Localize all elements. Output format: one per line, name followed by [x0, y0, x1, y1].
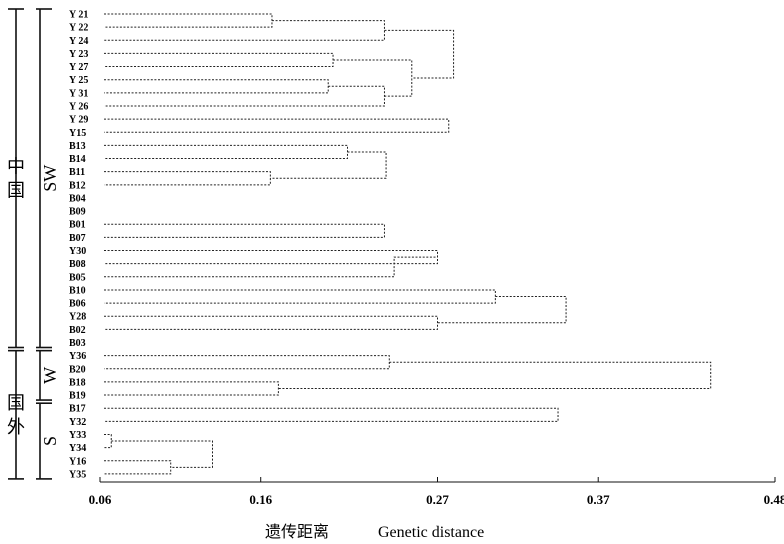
branch: [104, 171, 271, 186]
clade-label: SW: [40, 165, 60, 192]
leaf-label: B17: [69, 404, 86, 415]
leaf-label: B20: [69, 364, 86, 375]
branch: [104, 460, 172, 475]
branch: [104, 20, 385, 41]
leaf-label: Y 22: [69, 23, 88, 34]
region-label-char: 外: [7, 417, 25, 438]
leaf-label: B11: [69, 167, 85, 178]
branch: [104, 52, 334, 68]
x-tick-label: 0.48: [764, 492, 784, 507]
x-axis-label-english: Genetic distance: [378, 524, 484, 541]
x-axis: 0.06 0.16 0.27 0.37 0.48: [89, 477, 784, 507]
branch: [104, 289, 496, 304]
leaf-label: Y32: [69, 417, 86, 428]
leaf-label: B14: [69, 154, 86, 165]
branch: [104, 381, 279, 396]
branch: [104, 13, 273, 28]
branch: [111, 440, 213, 468]
branch: [104, 144, 348, 160]
leaf-label: B05: [69, 272, 86, 283]
x-tick-label: 0.06: [89, 492, 112, 507]
leaf-label: B04: [69, 193, 86, 204]
leaf-label: Y 23: [69, 49, 88, 60]
leaf-label: Y30: [69, 246, 86, 257]
leaf-label: B07: [69, 233, 86, 244]
branch: [333, 59, 413, 97]
branch: [437, 296, 567, 324]
leaf-label: B19: [69, 391, 86, 402]
branch: [270, 151, 387, 179]
region-label-char: 中: [7, 156, 25, 177]
leaf-label: Y 29: [69, 115, 88, 126]
x-tick-label: 0.27: [426, 492, 449, 507]
leaf-label: B03: [69, 338, 86, 349]
leaf-label: B08: [69, 259, 86, 270]
branch: [104, 315, 438, 330]
leaf-label: Y16: [69, 456, 86, 467]
branch: [104, 85, 385, 107]
leaf-label: B13: [69, 141, 86, 152]
leaf-label: Y34: [69, 443, 86, 454]
branch: [384, 29, 455, 79]
leaf-label: Y 25: [69, 75, 88, 86]
leaf-label: B10: [69, 285, 86, 296]
leaf-label: B18: [69, 377, 86, 388]
branch: [104, 355, 390, 370]
leaf-label: Y 21: [69, 10, 88, 21]
x-axis-label-chinese: 遗传距离: [265, 522, 329, 541]
branch: [104, 223, 385, 238]
leaf-label: B01: [69, 220, 86, 231]
branch: [104, 256, 438, 278]
x-tick-label: 0.16: [249, 492, 272, 507]
leaf-label: Y 31: [69, 88, 88, 99]
clade-label: W: [40, 367, 60, 384]
branch: [278, 361, 712, 389]
leaf-label: B02: [69, 325, 86, 336]
leaf-labels: Y 21 Y 22 Y 24 Y 23 Y 27 Y 25 Y 31 Y 26 Y 29 Y15 B…: [69, 10, 88, 481]
leaf-label: B09: [69, 207, 86, 218]
branch: [104, 79, 329, 94]
leaf-label: B06: [69, 299, 86, 310]
branch: [104, 118, 450, 133]
leaf-label: Y 27: [69, 62, 88, 73]
branch: [104, 250, 438, 265]
x-tick-label: 0.37: [587, 492, 610, 507]
leaf-label: Y33: [69, 430, 86, 441]
leaf-label: Y 26: [69, 101, 88, 112]
dendrogram-branches: [104, 13, 712, 475]
leaf-label: Y36: [69, 351, 86, 362]
clade-label: S: [40, 436, 60, 446]
leaf-label: Y28: [69, 312, 86, 323]
branch: [104, 433, 112, 449]
region-label-char: 国: [7, 393, 25, 414]
leaf-label: Y15: [69, 128, 86, 139]
region-label-char: 国: [7, 180, 25, 201]
leaf-label: Y35: [69, 469, 86, 480]
leaf-label: B12: [69, 180, 86, 191]
branch: [104, 407, 559, 422]
leaf-label: Y 24: [69, 36, 88, 47]
